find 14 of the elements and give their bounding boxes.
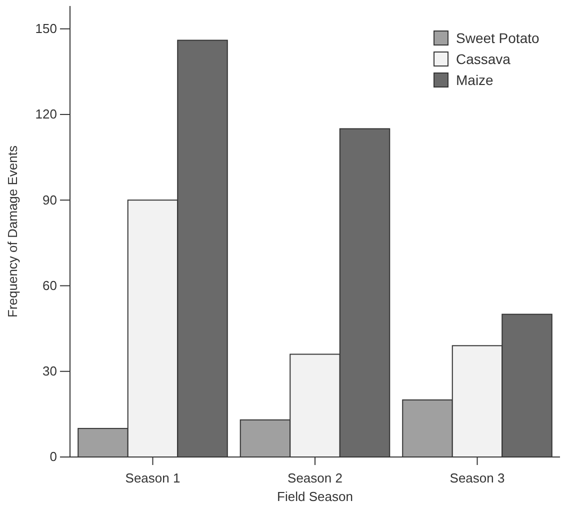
x-tick-label: Season 3	[450, 470, 505, 486]
legend-label: Sweet Potato	[456, 30, 540, 46]
legend-label: Cassava	[456, 51, 511, 67]
y-tick-label: 150	[35, 20, 57, 36]
legend-label: Maize	[456, 72, 494, 88]
y-tick-label: 90	[42, 192, 57, 208]
y-tick-label: 120	[35, 106, 57, 122]
y-tick-label: 0	[50, 449, 57, 464]
x-tick-label: Season 1	[125, 470, 180, 486]
y-tick-label: 60	[42, 278, 57, 293]
x-axis-title: Field Season	[277, 489, 353, 504]
y-axis-title: Frequency of Damage Events	[5, 145, 20, 318]
x-tick-label: Season 2	[288, 470, 342, 486]
y-tick-label: 30	[42, 364, 57, 379]
